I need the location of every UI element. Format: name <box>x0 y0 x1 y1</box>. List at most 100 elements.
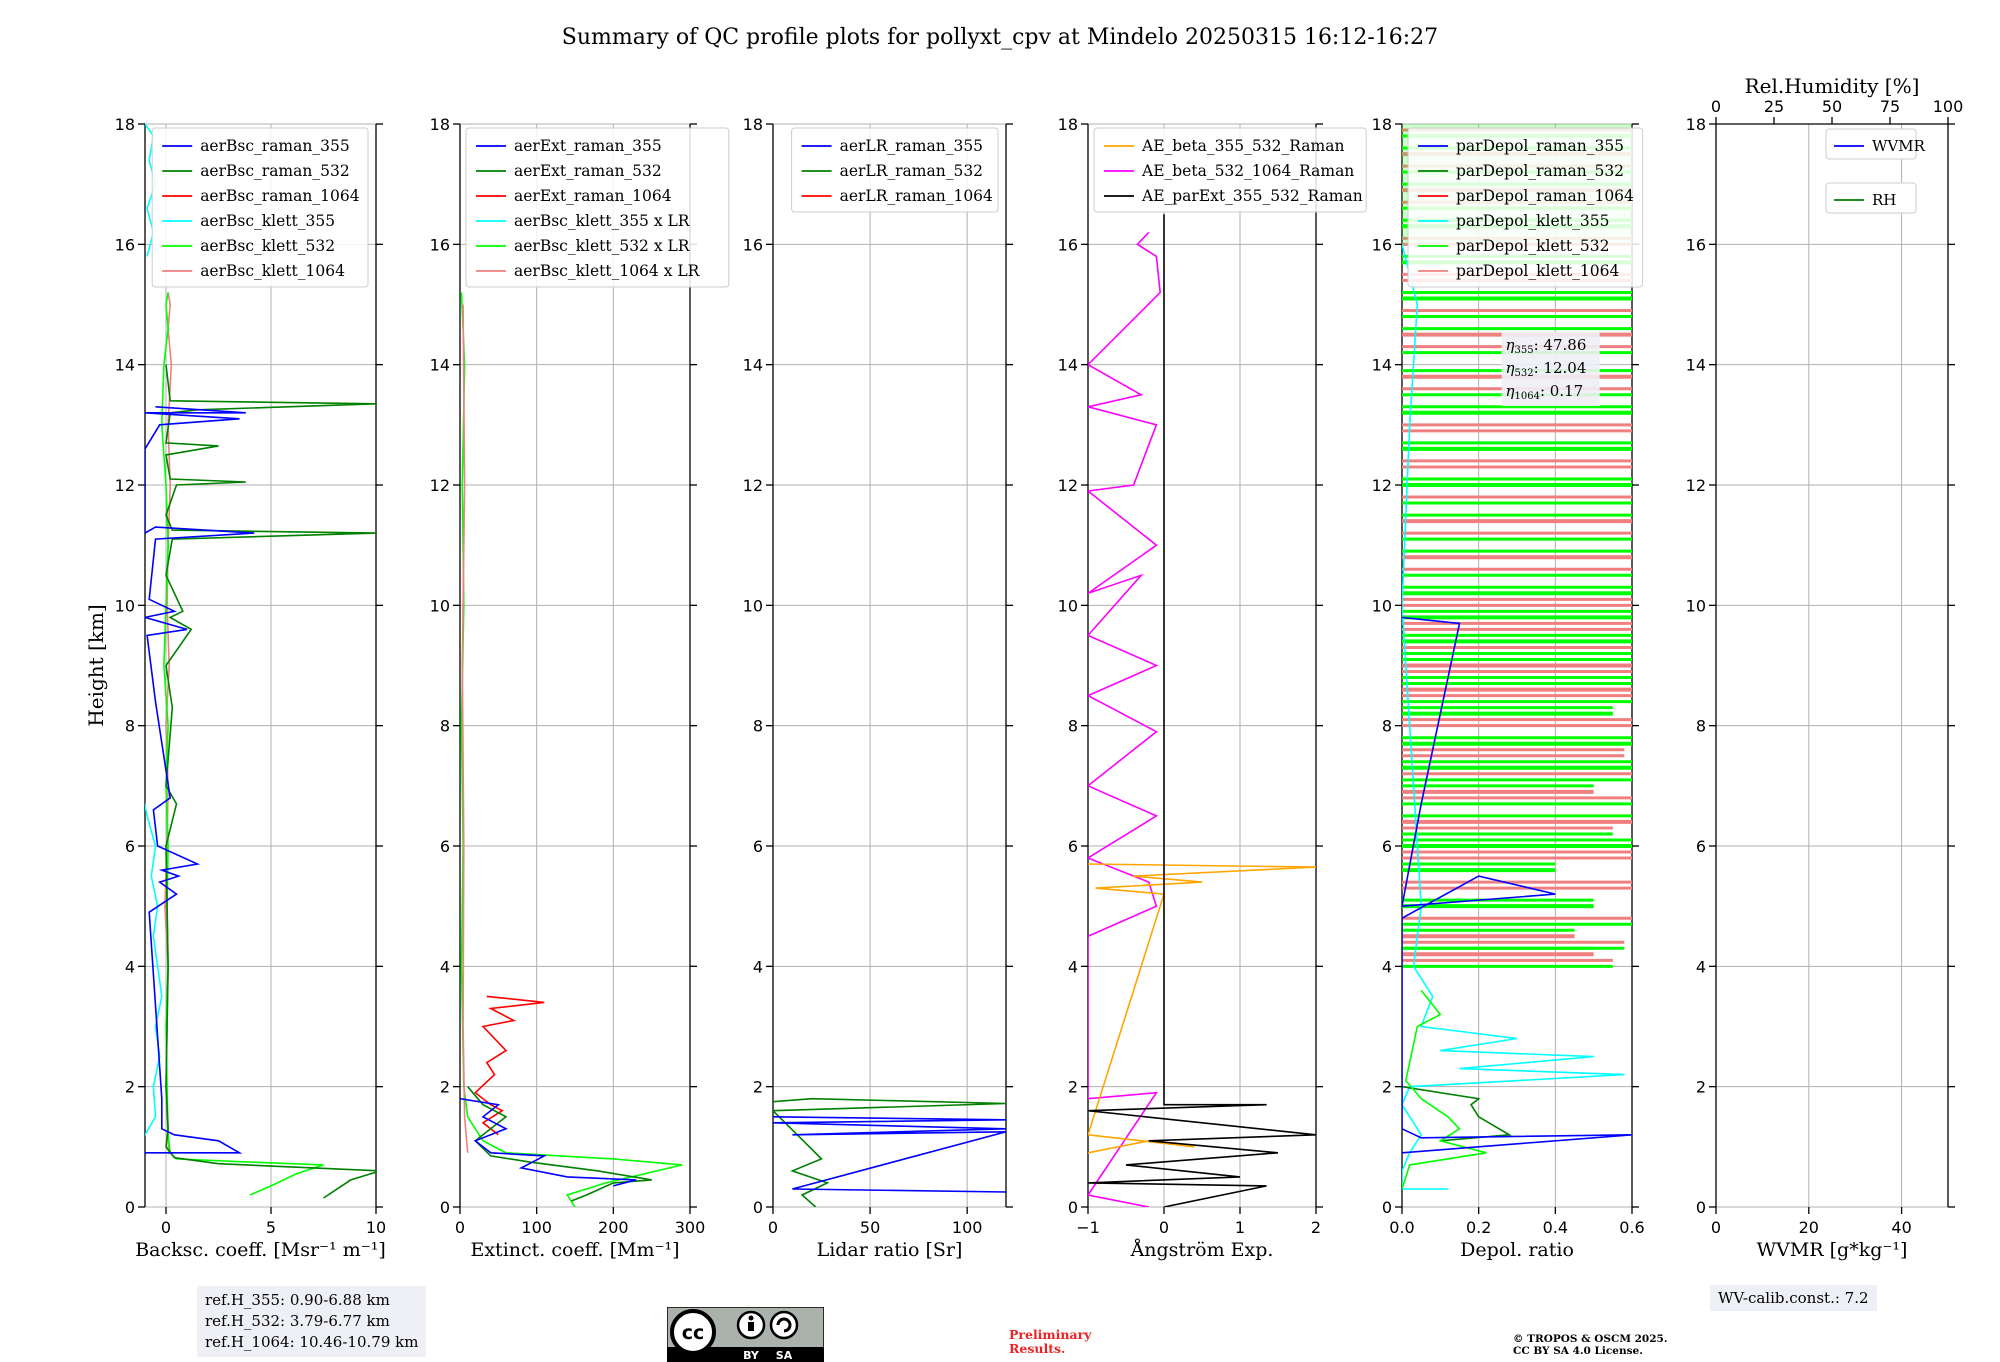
top-x-tick-label: 100 <box>1933 97 1964 116</box>
y-tick-label: 0 <box>1382 1198 1392 1217</box>
x-tick-label: 5 <box>266 1218 276 1237</box>
eta-box: η355: 47.86 η532: 12.04 η1064: 0.17 <box>1501 332 1600 406</box>
legend-dep: parDepol_raman_355 parDepol_raman_532 parD… <box>1407 127 1644 288</box>
y-tick-label: 8 <box>125 717 135 736</box>
x-axis-label: WVMR [g*kg⁻¹] <box>1757 1239 1908 1261</box>
x-tick-label: 0.6 <box>1619 1218 1644 1237</box>
preliminary-line-1: Preliminary <box>1009 1327 1092 1342</box>
legend-ae: AE_beta_355_532_Raman AE_beta_532_1064_Ra… <box>1093 127 1367 213</box>
legend-frame <box>465 127 730 288</box>
profiles-ext <box>460 292 683 1207</box>
y-tick-label: 18 <box>1058 115 1078 134</box>
legend-label: aerExt_raman_532 <box>514 162 662 180</box>
copyright-line-1: © TROPOS & OSCM 2025. <box>1513 1333 1668 1345</box>
x-tick-label: 0 <box>768 1218 778 1237</box>
profile-parDepol_klett_355 <box>1402 244 1625 1190</box>
y-tick-label: 8 <box>1696 717 1706 736</box>
y-tick-label: 14 <box>1058 356 1078 375</box>
x-tick-label: 50 <box>860 1218 880 1237</box>
y-tick-label: 16 <box>115 235 135 254</box>
profile-aerExt_raman_1064 <box>474 995 545 1136</box>
x-tick-label: 10 <box>366 1218 386 1237</box>
y-tick-label: 10 <box>743 596 763 615</box>
y-tick-label: 2 <box>1068 1078 1078 1097</box>
y-tick-label: 18 <box>115 115 135 134</box>
legend-label: aerBsc_klett_1064 <box>200 262 345 280</box>
y-tick-label: 18 <box>743 115 763 134</box>
preliminary-note: Preliminary Results. <box>1009 1328 1091 1356</box>
legend-label: WVMR <box>1872 137 1926 155</box>
profiles-bsc <box>145 124 376 1199</box>
y-tick-label: 14 <box>743 356 763 375</box>
legend-wv: WVMR RH <box>1825 128 1926 214</box>
x-tick-label: 1 <box>1235 1218 1245 1237</box>
legend-label: parDepol_raman_532 <box>1456 162 1624 180</box>
ref-heights-box: ref.H_355: 0.90-6.88 km ref.H_532: 3.79-… <box>197 1286 427 1357</box>
legend-label: aerBsc_klett_355 x LR <box>514 212 691 230</box>
y-tick-label: 4 <box>125 957 135 976</box>
copyright-line-2: CC BY SA 4.0 License. <box>1513 1345 1643 1357</box>
profiles-ae <box>1088 214 1316 1207</box>
legend-label: aerLR_raman_355 <box>840 137 983 155</box>
x-tick-label: −1 <box>1076 1218 1100 1237</box>
sa-share-icon <box>769 1310 799 1340</box>
y-tick-label: 12 <box>1058 476 1078 495</box>
y-tick-label: 2 <box>440 1078 450 1097</box>
y-tick-label: 12 <box>743 476 763 495</box>
legend-label: aerBsc_raman_355 <box>200 137 350 155</box>
legend-label: aerLR_raman_1064 <box>840 187 993 205</box>
y-tick-label: 16 <box>1372 235 1392 254</box>
top-x-tick-label: 75 <box>1880 97 1900 116</box>
profile-aerBsc_klett_532_lr <box>460 292 683 1207</box>
eta-value-355: η355: 47.86 <box>1506 336 1587 356</box>
top-x-tick-label: 25 <box>1764 97 1784 116</box>
y-tick-label: 4 <box>1382 957 1392 976</box>
legend-label: RH <box>1872 191 1896 209</box>
profile-parDepol_klett_532 <box>1402 989 1487 1190</box>
panel-ext: 0 2 4 6 8 10 12 14 16 18 0 100 200 300 Extinct. coeff.… <box>430 115 730 1261</box>
x-axis-label: Depol. ratio <box>1460 1239 1574 1261</box>
cc-license-badge: cc BY SA <box>667 1307 824 1362</box>
y-tick-label: 8 <box>440 717 450 736</box>
legend-frame <box>1825 128 1917 160</box>
profile-aerBsc_klett_355 <box>145 801 163 1137</box>
x-tick-label: 200 <box>598 1218 629 1237</box>
x-axis-label: Backsc. coeff. [Msr⁻¹ m⁻¹] <box>135 1239 386 1261</box>
y-tick-label: 2 <box>1696 1078 1706 1097</box>
legend-label: parDepol_raman_355 <box>1456 137 1624 155</box>
y-tick-label: 14 <box>1686 356 1706 375</box>
x-axis-label: Lidar ratio [Sr] <box>817 1239 963 1261</box>
y-tick-label: 6 <box>1696 837 1706 856</box>
x-tick-label: 0 <box>1711 1218 1721 1237</box>
y-tick-label: 16 <box>1058 235 1078 254</box>
y-tick-label: 12 <box>430 476 450 495</box>
y-tick-label: 8 <box>1068 717 1078 736</box>
profiles-lr <box>773 1097 1006 1207</box>
panel-dep: 0 2 4 6 8 10 12 14 16 18 0.0 0.2 0.4 0.6 Depol. ratio p… <box>1372 115 1645 1261</box>
panel-wv: 0 2 4 6 8 10 12 14 16 18 0 20 40 WVMR [g*kg⁻¹] 0 25 50 75… <box>1686 74 1964 1261</box>
y-axis-label: Height [km] <box>84 604 108 726</box>
y-tick-label: 10 <box>115 596 135 615</box>
y-tick-label: 16 <box>743 235 763 254</box>
legend-label: AE_beta_355_532_Raman <box>1141 137 1344 155</box>
eta-background <box>1501 332 1600 406</box>
profile-AE_beta_355_532_Raman <box>1088 863 1316 1154</box>
x-tick-label: 2 <box>1311 1218 1321 1237</box>
legend-label: aerBsc_klett_355 <box>200 212 335 230</box>
legend-label: AE_beta_532_1064_Raman <box>1141 162 1354 180</box>
x-tick-label: 0 <box>1159 1218 1169 1237</box>
y-tick-label: 8 <box>753 717 763 736</box>
legend-label: aerBsc_klett_1064 x LR <box>514 262 701 280</box>
legend-frame <box>151 127 369 288</box>
ref-height-532: ref.H_532: 3.79-6.77 km <box>205 1312 390 1330</box>
legend-label: aerBsc_raman_532 <box>200 162 350 180</box>
panel-lr: 0 2 4 6 8 10 12 14 16 18 0 50 100 Lidar ratio [Sr] aer… <box>743 115 1013 1261</box>
y-tick-label: 4 <box>1068 957 1078 976</box>
y-tick-label: 16 <box>430 235 450 254</box>
y-tick-label: 0 <box>1696 1198 1706 1217</box>
y-tick-label: 2 <box>753 1078 763 1097</box>
y-tick-label: 4 <box>440 957 450 976</box>
